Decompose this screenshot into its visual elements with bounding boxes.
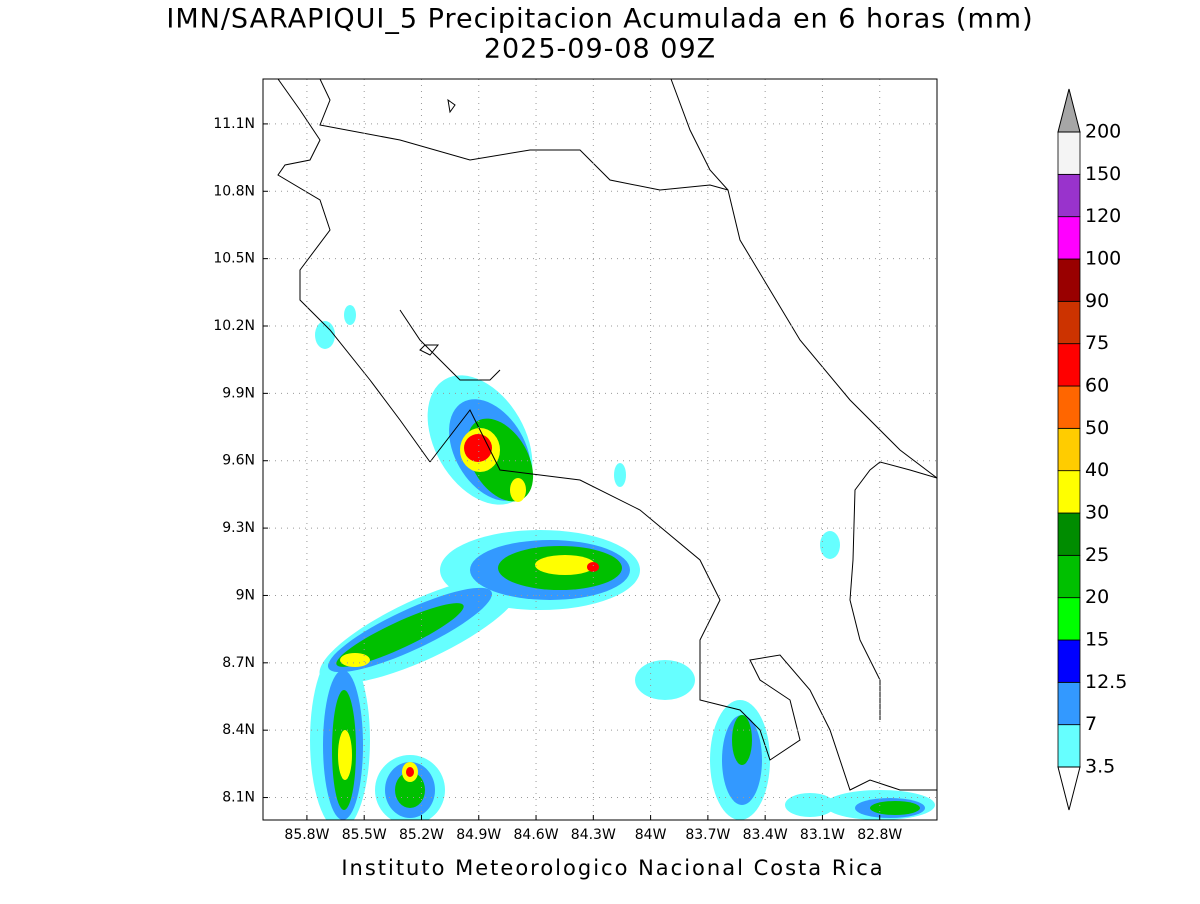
colorbar-segment [1057, 131, 1081, 175]
colorbar-label: 3.5 [1085, 756, 1115, 778]
x-tick-label: 83.1W [800, 827, 845, 843]
colorbar: 3.5 7 12.5 15 20 25 30 40 50 60 75 90 100 120 150 200 [1057, 88, 1127, 811]
colorbar-label: 12.5 [1085, 671, 1127, 693]
colorbar-label: 100 [1085, 248, 1121, 270]
colorbar-under [1057, 766, 1081, 811]
colorbar-segment [1057, 639, 1081, 683]
x-tick-label: 84.9W [456, 827, 501, 843]
x-tick-label: 84.3W [571, 827, 616, 843]
subtitle: 2025-09-08 09Z [484, 34, 716, 65]
x-tick-label: 82.8W [857, 827, 902, 843]
y-tick-label: 9.6N [222, 453, 255, 469]
x-tick-label: 83.4W [743, 827, 788, 843]
x-tick-label: 84.6W [514, 827, 559, 843]
title: IMN/SARAPIQUI_5 Precipitacion Acumulada … [166, 4, 1033, 35]
colorbar-segment [1057, 173, 1081, 218]
colorbar-label: 40 [1085, 459, 1109, 481]
colorbar-segment [1057, 512, 1081, 556]
x-tick-label: 84W [635, 827, 667, 843]
plot-frame [262, 78, 938, 821]
colorbar-label: 25 [1085, 544, 1109, 566]
colorbar-segment [1057, 343, 1081, 387]
y-tick-label: 9N [236, 587, 255, 603]
colorbar-label: 60 [1085, 375, 1109, 397]
colorbar-over [1057, 88, 1081, 133]
colorbar-segment [1057, 427, 1081, 472]
x-tick-label: 83.7W [685, 827, 730, 843]
colorbar-segment [1057, 724, 1081, 768]
colorbar-segment [1057, 470, 1081, 514]
y-tick-label: 11.1N [213, 116, 255, 132]
colorbar-label: 90 [1085, 290, 1109, 312]
x-tick-label: 85.8W [284, 827, 329, 843]
colorbar-label: 120 [1085, 205, 1121, 227]
y-tick-label: 10.2N [213, 318, 255, 334]
colorbar-segment [1057, 300, 1081, 345]
colorbar-label: 20 [1085, 586, 1109, 608]
colorbar-segment [1057, 554, 1081, 599]
colorbar-label: 7 [1085, 713, 1097, 735]
y-tick-label: 9.9N [222, 385, 255, 401]
y-tick-label: 9.3N [222, 520, 255, 536]
colorbar-label: 30 [1085, 502, 1109, 524]
colorbar-segment [1057, 258, 1081, 302]
y-tick-label: 8.1N [222, 790, 255, 806]
colorbar-label: 50 [1085, 417, 1109, 439]
colorbar-label: 75 [1085, 332, 1109, 354]
colorbar-segment [1057, 216, 1081, 260]
coastline [277, 79, 937, 791]
y-tick-label: 10.8N [213, 183, 255, 199]
axes: 85.8W 85.5W 85.2W 84.9W 84.6W 84.3W 84W 83.7W 83… [213, 79, 937, 843]
colorbar-label: 15 [1085, 629, 1109, 651]
x-tick-label: 85.5W [342, 827, 387, 843]
colorbar-label: 150 [1085, 163, 1121, 185]
colorbar-label: 200 [1085, 121, 1121, 143]
x-tick-label: 85.2W [399, 827, 444, 843]
colorbar-segment [1057, 681, 1081, 726]
colorbar-segment [1057, 385, 1081, 429]
y-tick-label: 10.5N [213, 251, 255, 267]
y-tick-label: 8.7N [222, 655, 255, 671]
y-tick-label: 8.4N [222, 722, 255, 738]
footer: Instituto Meteorologico Nacional Costa R… [341, 856, 884, 880]
colorbar-segment [1057, 597, 1081, 641]
precip-field [277, 79, 937, 820]
